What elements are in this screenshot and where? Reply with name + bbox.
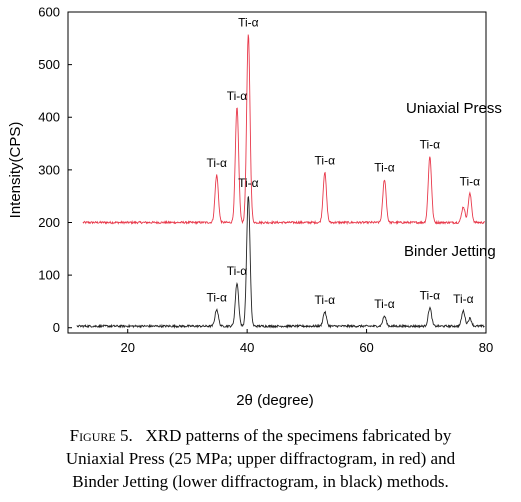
x-axis: 20 40 60 80 <box>120 329 493 355</box>
peak-label: Ti-α <box>206 156 227 170</box>
y-tick-label: 500 <box>38 57 60 72</box>
plot-frame <box>67 11 487 334</box>
peak-label: Ti-α <box>206 290 227 304</box>
y-tick-label: 400 <box>38 110 60 125</box>
peak-label: Ti-α <box>460 175 481 189</box>
series-label-uniaxial-press: Uniaxial Press <box>406 100 502 117</box>
peak-label: Ti-α <box>238 16 259 30</box>
figure-number: Figure 5. <box>69 426 133 445</box>
series-line <box>76 196 485 329</box>
peak-label: Ti-α <box>227 89 248 103</box>
peak-label: Ti-α <box>374 297 395 311</box>
peak-label: Ti-α <box>453 292 474 306</box>
series-label-binder-jetting: Binder Jetting <box>404 243 496 260</box>
caption-line-3: Binder Jetting (lower diffractogram, in … <box>72 472 449 491</box>
y-tick-label: 600 <box>38 5 60 20</box>
peak-label: Ti-α <box>315 293 336 307</box>
y-axis: 0 100 200 300 400 500 600 <box>38 5 72 335</box>
caption-text-1: XRD patterns of the specimens fabricated… <box>145 426 452 445</box>
series-uniaxial-press <box>82 34 485 226</box>
peak-labels: Ti-αTi-αTi-αTi-α Ti-αTi-αTi-αTi-αTi-αTi-α… <box>206 16 480 312</box>
y-tick-label: 0 <box>53 320 60 335</box>
peak-label: Ti-α <box>420 289 441 303</box>
y-axis-title: Intensity(CPS) <box>7 122 24 219</box>
y-tick-label: 200 <box>38 215 60 230</box>
x-tick-label: 60 <box>359 340 373 355</box>
peak-label: Ti-α <box>374 160 395 174</box>
x-tick-label: 80 <box>479 340 493 355</box>
x-tick-label: 20 <box>120 340 134 355</box>
caption-line-2: Uniaxial Press (25 MPa; upper diffractog… <box>65 449 456 468</box>
figure-caption: Figure 5. XRD patterns of the specimens … <box>0 424 521 493</box>
peak-label: Ti-α <box>315 154 336 168</box>
x-tick-label: 40 <box>240 340 254 355</box>
peak-label: Ti-α <box>420 138 441 152</box>
caption-line-1: Figure 5. XRD patterns of the specimens … <box>0 424 521 447</box>
y-tick-label: 100 <box>38 268 60 283</box>
plot-border <box>67 11 487 334</box>
peak-label: Ti-α <box>227 264 248 278</box>
series-line <box>82 34 485 226</box>
series-binder-jetting <box>76 196 485 329</box>
series-layer <box>76 34 485 329</box>
peak-label: Ti-α <box>238 176 259 190</box>
x-axis-title: 2θ (degree) <box>236 392 314 409</box>
y-tick-label: 300 <box>38 162 60 177</box>
